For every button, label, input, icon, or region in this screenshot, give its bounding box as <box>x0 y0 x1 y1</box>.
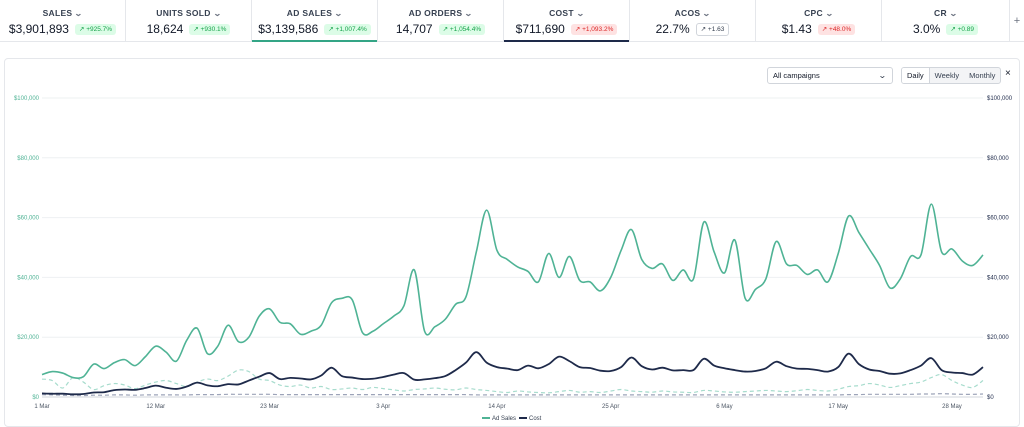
metric-value: 3.0% <box>912 22 941 36</box>
metric-delta-badge: ↗ +1.63 <box>695 22 730 36</box>
close-icon[interactable]: × <box>1005 68 1011 79</box>
metric-delta-badge: ↗ +1,093.2% <box>570 23 618 35</box>
metric-value: $3,139,586 <box>258 22 319 36</box>
metric-value: $3,901,893 <box>8 22 69 36</box>
metric-cost[interactable]: COST ⌄ $711,690 ↗ +1,093.2% <box>504 0 630 42</box>
metric-value: $711,690 <box>515 22 565 36</box>
metric-delta-badge: ↗ +930.1% <box>189 23 231 35</box>
chevron-down-icon: ⌄ <box>824 9 834 18</box>
metric-cpc[interactable]: CPC ⌄ $1.43 ↗ +48.0% <box>756 0 882 41</box>
campaign-select-value: All campaigns <box>773 71 820 80</box>
chevron-down-icon: ⌄ <box>334 9 344 18</box>
chevron-down-icon: ⌄ <box>575 9 585 18</box>
metric-label: AD SALES ⌄ <box>286 8 344 18</box>
metric-units-sold[interactable]: UNITS SOLD ⌄ 18,624 ↗ +930.1% <box>126 0 252 41</box>
metric-label: AD ORDERS ⌄ <box>408 8 474 18</box>
metric-row: 22.7% ↗ +1.63 <box>630 22 755 36</box>
chevron-down-icon: ⌄ <box>702 9 712 18</box>
chevron-down-icon: ⌄ <box>212 9 222 18</box>
metric-value: $1.43 <box>781 22 812 36</box>
chevron-down-icon: ⌄ <box>878 71 888 80</box>
metric-row: $711,690 ↗ +1,093.2% <box>504 22 629 36</box>
metric-delta-badge: ↗ +1,007.4% <box>324 23 371 35</box>
range-toggle[interactable]: Daily Weekly Monthly <box>901 67 1002 84</box>
metric-value: 14,707 <box>395 22 433 36</box>
metric-label: ACOS ⌄ <box>674 8 712 18</box>
metric-sales[interactable]: SALES ⌄ $3,901,893 ↗ +925.7% <box>0 0 126 41</box>
metric-delta-badge: ↗ +48.0% <box>817 23 856 35</box>
metric-row: $3,901,893 ↗ +925.7% <box>0 22 125 36</box>
metrics-bar: SALES ⌄ $3,901,893 ↗ +925.7% UNITS SOLD ⌄ 18,6… <box>0 0 1024 42</box>
metric-label: UNITS SOLD ⌄ <box>156 8 222 18</box>
metric-row: 3.0% ↗ +0.89 <box>882 22 1009 36</box>
range-weekly[interactable]: Weekly <box>934 71 960 80</box>
metric-row: 18,624 ↗ +930.1% <box>126 22 251 36</box>
chart-panel <box>4 58 1020 427</box>
range-monthly[interactable]: Monthly <box>969 71 996 80</box>
metric-row: $1.43 ↗ +48.0% <box>756 22 881 36</box>
metric-value: 18,624 <box>146 22 184 36</box>
metric-label: CPC ⌄ <box>804 8 834 18</box>
metric-acos[interactable]: ACOS ⌄ 22.7% ↗ +1.63 <box>630 0 756 41</box>
metric-delta-badge: ↗ +1,054.4% <box>438 23 486 35</box>
chevron-down-icon: ⌄ <box>74 9 84 18</box>
metric-cr[interactable]: CR ⌄ 3.0% ↗ +0.89 <box>882 0 1010 41</box>
range-daily[interactable]: Daily <box>902 68 930 83</box>
metric-delta-badge: ↗ +925.7% <box>74 23 117 35</box>
metric-ad-sales[interactable]: AD SALES ⌄ $3,139,586 ↗ +1,007.4% <box>252 0 378 42</box>
metric-row: 14,707 ↗ +1,054.4% <box>378 22 503 36</box>
campaign-select[interactable]: All campaigns ⌄ <box>767 67 893 84</box>
add-metric-button[interactable]: + <box>1009 0 1024 42</box>
chevron-down-icon: ⌄ <box>948 9 959 18</box>
chevron-down-icon: ⌄ <box>464 9 474 18</box>
metric-delta-badge: ↗ +0.89 <box>946 23 979 35</box>
metric-row: $3,139,586 ↗ +1,007.4% <box>252 22 377 36</box>
metric-label: COST ⌄ <box>549 8 585 18</box>
metric-ad-orders[interactable]: AD ORDERS ⌄ 14,707 ↗ +1,054.4% <box>378 0 504 41</box>
metric-label: SALES ⌄ <box>42 8 84 18</box>
metric-label: CR ⌄ <box>934 8 959 18</box>
metric-value: 22.7% <box>655 22 690 36</box>
